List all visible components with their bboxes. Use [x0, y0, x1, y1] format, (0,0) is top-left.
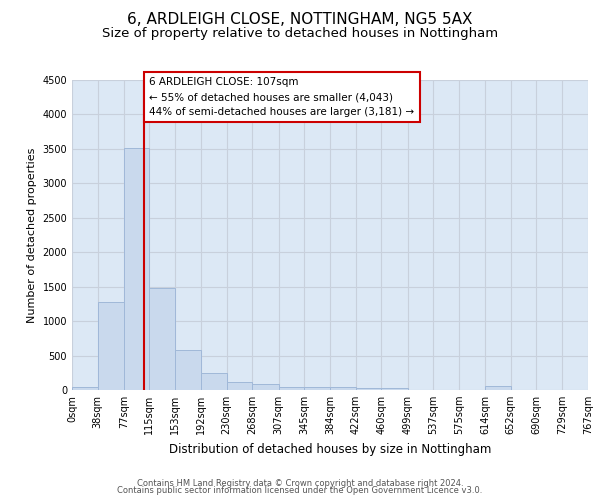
Bar [304, 386, 331, 390]
Text: Size of property relative to detached houses in Nottingham: Size of property relative to detached ho… [102, 28, 498, 40]
X-axis label: Distribution of detached houses by size in Nottingham: Distribution of detached houses by size … [169, 442, 491, 456]
Bar [356, 388, 382, 390]
Bar [72, 387, 98, 390]
Bar [278, 386, 304, 390]
Bar [201, 374, 227, 390]
Text: 6 ARDLEIGH CLOSE: 107sqm
← 55% of detached houses are smaller (4,043)
44% of sem: 6 ARDLEIGH CLOSE: 107sqm ← 55% of detach… [149, 78, 415, 117]
Bar [124, 148, 149, 390]
Text: Contains HM Land Registry data © Crown copyright and database right 2024.: Contains HM Land Registry data © Crown c… [137, 478, 463, 488]
Text: Contains public sector information licensed under the Open Government Licence v3: Contains public sector information licen… [118, 486, 482, 495]
Text: 6, ARDLEIGH CLOSE, NOTTINGHAM, NG5 5AX: 6, ARDLEIGH CLOSE, NOTTINGHAM, NG5 5AX [127, 12, 473, 28]
Bar [331, 386, 356, 390]
Bar [149, 288, 175, 390]
Bar [98, 302, 124, 390]
Bar [252, 384, 278, 390]
Bar [382, 388, 408, 390]
Bar [227, 382, 252, 390]
Y-axis label: Number of detached properties: Number of detached properties [27, 148, 37, 322]
Bar [175, 350, 201, 390]
Bar [485, 386, 511, 390]
